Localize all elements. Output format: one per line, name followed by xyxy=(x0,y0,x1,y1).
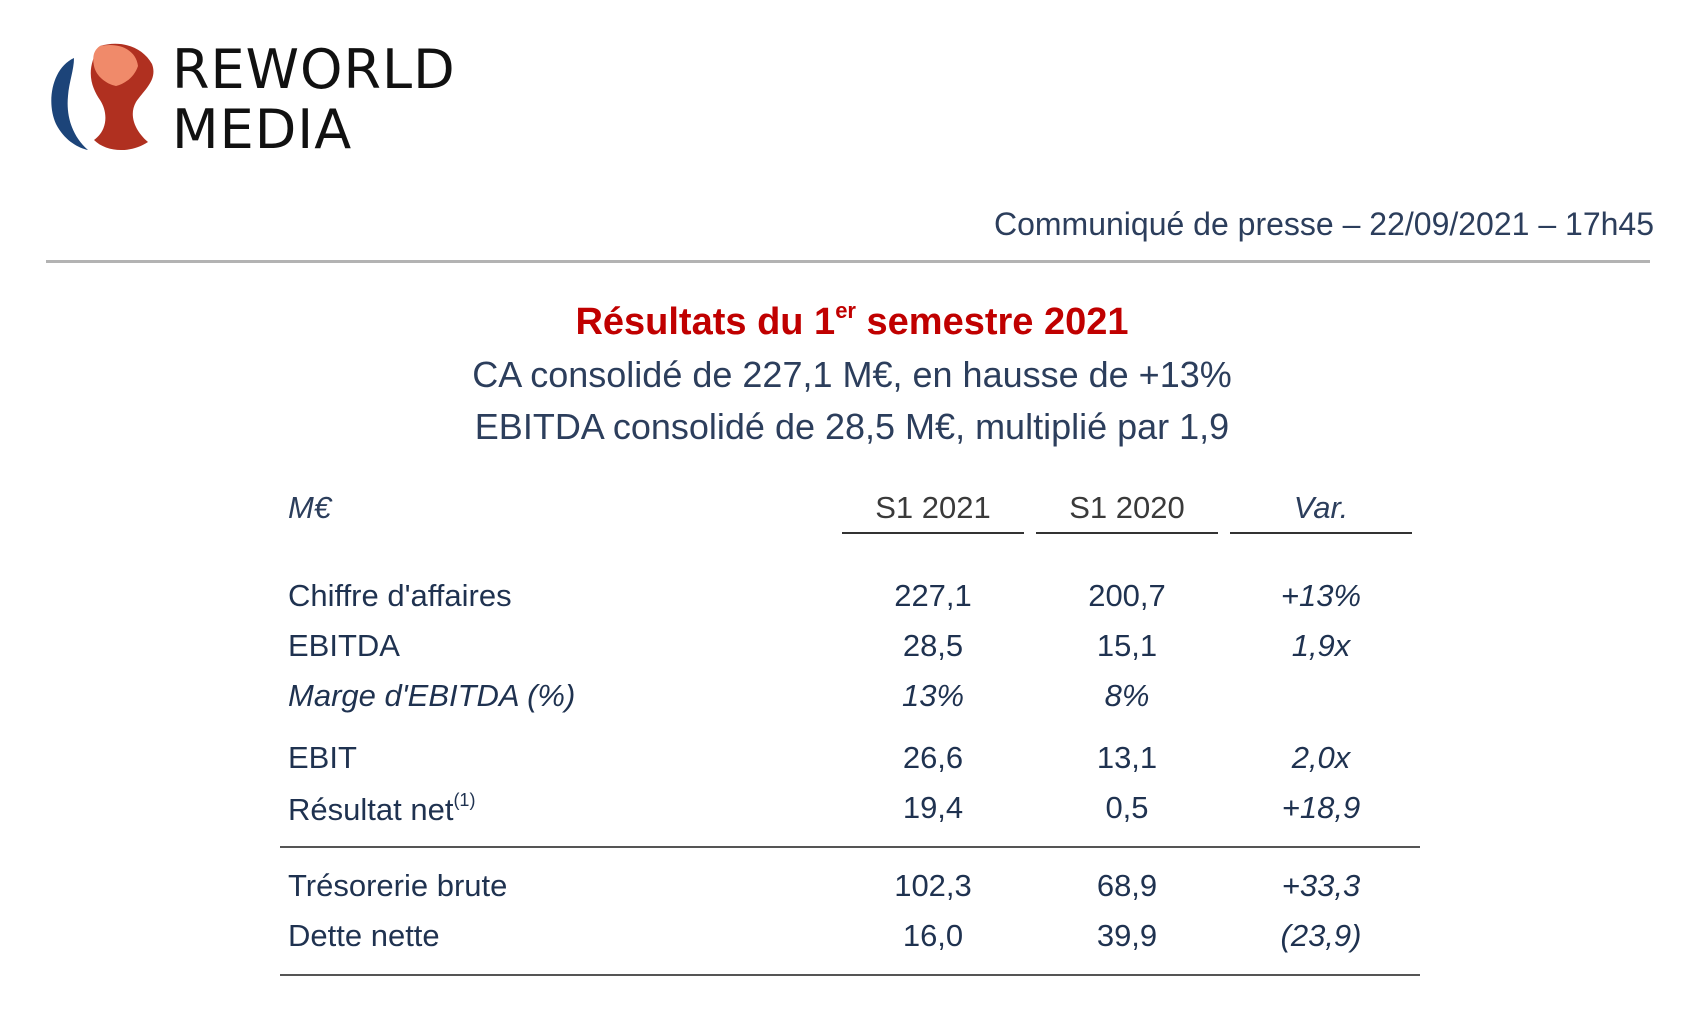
cell-s1-2020: 15,1 xyxy=(1096,628,1158,663)
cell-var: 2,0x xyxy=(1291,740,1351,775)
headline-title-sup: er xyxy=(835,298,856,323)
headline-revenue: CA consolidé de 227,1 M€, en hausse de +… xyxy=(472,354,1232,395)
row-label: Dette nette xyxy=(288,918,440,953)
cell-var: 1,9x xyxy=(1291,628,1351,663)
row-label: Chiffre d'affaires xyxy=(288,578,512,613)
cell-var: +18,9 xyxy=(1281,790,1361,825)
header-s1-2020: S1 2020 xyxy=(1069,490,1185,525)
press-release-date: Communiqué de presse – 22/09/2021 – 17h4… xyxy=(993,206,1654,242)
headline-ebitda: EBITDA consolidé de 28,5 M€, multiplié p… xyxy=(474,406,1230,447)
cell-s1-2020: 13,1 xyxy=(1096,740,1158,775)
headline-title-part1: Résultats du 1 xyxy=(575,301,836,343)
table-row: Chiffre d'affaires 227,1 200,7 +13% xyxy=(280,578,1420,618)
cell-s1-2021: 26,6 xyxy=(902,740,964,775)
table-row: Résultat net(1) 19,4 0,5 +18,9 xyxy=(280,790,1420,830)
headline-title: Résultats du 1er semestre 2021 xyxy=(0,298,1704,344)
row-label: Trésorerie brute xyxy=(288,868,508,903)
cell-s1-2021: 227,1 xyxy=(894,578,972,613)
header-s1-2021: S1 2021 xyxy=(875,490,991,525)
cell-s1-2021: 16,0 xyxy=(902,918,964,953)
logo-line-2: MEDIA xyxy=(172,98,353,161)
table-bottom-rule xyxy=(280,974,1420,976)
table-row: Marge d'EBITDA (%) 13% 8% xyxy=(280,678,1420,718)
row-label: Résultat net(1) xyxy=(288,790,475,828)
reworld-media-logo: REWORLD MEDIA xyxy=(44,40,514,160)
cell-s1-2021: 102,3 xyxy=(894,868,972,903)
header-underline xyxy=(842,532,1024,534)
table-row: EBIT 26,6 13,1 2,0x xyxy=(280,740,1420,780)
cell-s1-2021: 13% xyxy=(901,678,965,713)
row-label: EBIT xyxy=(288,740,357,775)
header-var: Var. xyxy=(1293,490,1349,525)
header-unit: M€ xyxy=(288,490,332,525)
cell-s1-2021: 28,5 xyxy=(902,628,964,663)
cell-s1-2020: 0,5 xyxy=(1105,790,1149,825)
header-underline xyxy=(1230,532,1412,534)
row-label: Marge d'EBITDA (%) xyxy=(288,678,576,713)
cell-s1-2020: 39,9 xyxy=(1096,918,1158,953)
cell-var: +13% xyxy=(1280,578,1362,613)
cell-s1-2020: 8% xyxy=(1104,678,1150,713)
header-underline xyxy=(1036,532,1218,534)
cell-s1-2021: 19,4 xyxy=(902,790,964,825)
row-label-text: Résultat net xyxy=(288,792,454,827)
cell-s1-2020: 200,7 xyxy=(1088,578,1166,613)
cell-s1-2020: 68,9 xyxy=(1096,868,1158,903)
cell-var: +33,3 xyxy=(1281,868,1361,903)
logo-mark-icon xyxy=(51,43,154,151)
logo-line-1: REWORLD xyxy=(172,38,456,101)
row-label: EBITDA xyxy=(288,628,400,663)
footnote-marker: (1) xyxy=(453,790,476,810)
headline-title-part2: semestre 2021 xyxy=(855,301,1129,343)
table-row: Dette nette 16,0 39,9 (23,9) xyxy=(280,918,1420,958)
cell-var: (23,9) xyxy=(1280,918,1362,953)
header-divider xyxy=(46,260,1650,263)
section-divider xyxy=(280,846,1420,848)
table-row: EBITDA 28,5 15,1 1,9x xyxy=(280,628,1420,668)
logo-wordmark: REWORLD MEDIA xyxy=(172,40,456,160)
table-row: Trésorerie brute 102,3 68,9 +33,3 xyxy=(280,868,1420,908)
